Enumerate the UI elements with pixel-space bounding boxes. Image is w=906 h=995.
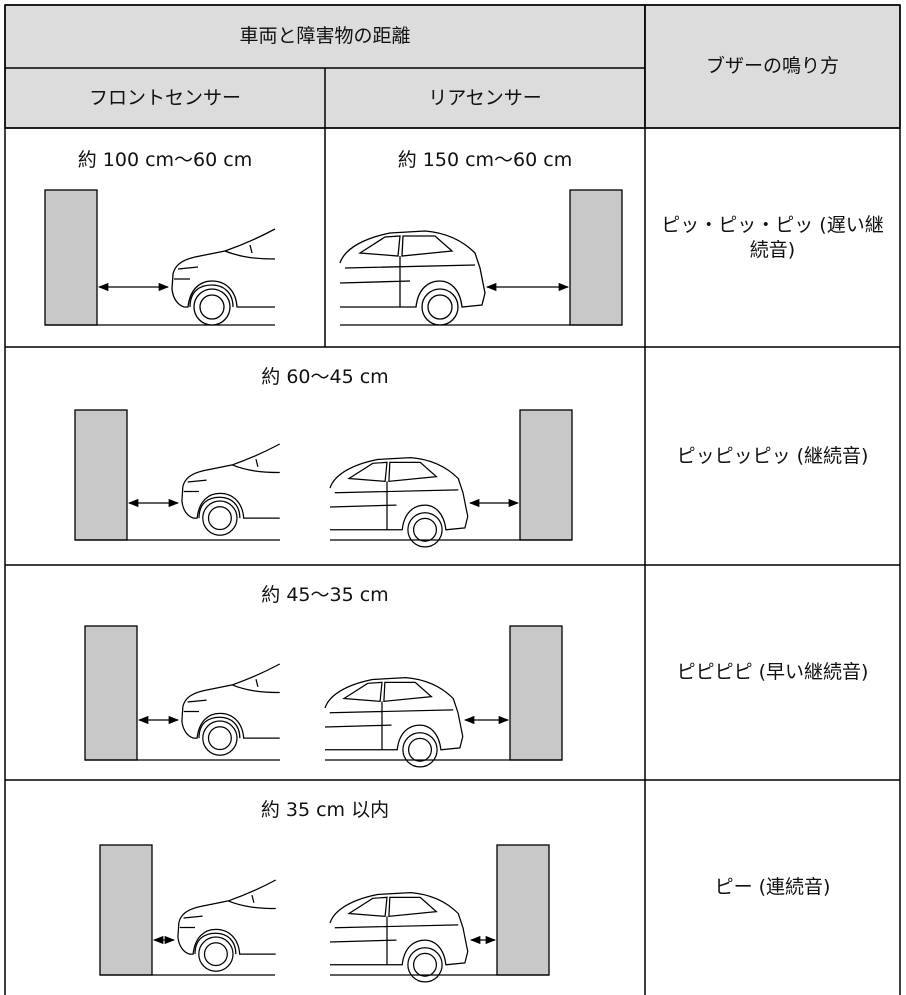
rear-distance: 約 150 cm〜60 cm <box>397 148 573 171</box>
distance: 約 35 cm 以内 <box>260 798 390 821</box>
illustrations <box>44 189 623 983</box>
buzzer: ピピピピ (早い継続音) <box>676 661 869 684</box>
header-front: フロントセンサー <box>88 86 241 109</box>
buzzer: ピッピッピッ (継続音) <box>676 444 869 467</box>
grid <box>4 4 901 995</box>
distance: 約 45〜35 cm <box>261 583 389 606</box>
front-distance: 約 100 cm〜60 cm <box>77 148 253 171</box>
header-distance: 車両と障害物の距離 <box>239 25 411 48</box>
buzzer: ピー (連続音) <box>714 876 831 899</box>
distance: 約 60〜45 cm <box>261 365 389 388</box>
buzzer: ピッ・ピッ・ピッ (遅い継続音) <box>661 213 884 261</box>
header-rear: リアセンサー <box>428 86 542 109</box>
header-buzzer: ブザーの鳴り方 <box>705 55 839 78</box>
